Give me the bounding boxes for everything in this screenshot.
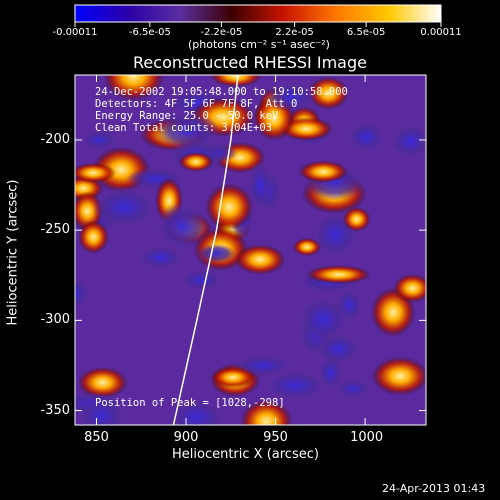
heatmap-image xyxy=(75,75,426,425)
heatmap-hot-region xyxy=(103,75,165,101)
heatmap-hot-region xyxy=(306,265,371,284)
heatmap-cold-region xyxy=(389,123,426,159)
heatmap-cold-region xyxy=(265,82,317,112)
colorbar-tick-label: 0.00011 xyxy=(420,27,462,38)
colorbar-tick-label: -2.2e-05 xyxy=(200,27,243,38)
solar-limb-line xyxy=(172,74,239,426)
x-axis-label: Heliocentric X (arcsec) xyxy=(172,447,319,462)
heatmap-cold-region xyxy=(155,201,209,251)
y-tick-label: -300 xyxy=(40,312,70,328)
peak-position-label: Position of Peak = [1028,-298] xyxy=(95,397,285,409)
annotation-energy: Energy Range: 25.0 - 50.0 keV xyxy=(95,110,279,122)
heatmap-cold-region xyxy=(155,111,220,150)
heatmap-cold-region xyxy=(335,379,372,399)
heatmap-cold-region xyxy=(296,296,350,343)
heatmap-cold-region xyxy=(77,396,126,425)
colorbar-units: (photons cm⁻² s⁻¹ asec⁻²) xyxy=(188,38,330,51)
colorbar-tick-label: -6.5e-05 xyxy=(128,27,171,38)
heatmap-hot-region xyxy=(178,151,214,172)
heatmap-cold-region xyxy=(346,121,386,154)
colorbar-tick-label: 6.5e-05 xyxy=(346,27,386,38)
colorbar xyxy=(74,4,442,23)
x-tick-label: 900 xyxy=(173,430,199,445)
colorbar-tick-label: -0.00011 xyxy=(52,27,98,38)
heatmap-hot-region xyxy=(75,162,117,183)
heatmap-hot-region xyxy=(205,183,254,231)
heatmap-cold-region xyxy=(80,130,118,150)
heatmap-cold-region xyxy=(75,277,90,309)
y-axis-label: Heliocentric Y (arcsec) xyxy=(5,179,21,326)
heatmap-hot-region xyxy=(234,244,286,275)
heatmap-hot-region xyxy=(308,76,349,110)
x-tick-label: 1000 xyxy=(350,430,384,445)
heatmap-hot-region xyxy=(210,75,262,87)
heatmap-cold-region xyxy=(247,160,273,210)
heatmap-hot-region xyxy=(342,206,371,232)
chart-title: Reconstructed RHESSI Image xyxy=(133,53,367,72)
heatmap-hot-region xyxy=(240,399,293,425)
annotation-clean: Clean Total counts: 3.04E+03 xyxy=(95,122,273,134)
heatmap-cold-region xyxy=(92,186,157,229)
heatmap-cold-region xyxy=(135,245,185,271)
y-tick-label: -200 xyxy=(40,131,70,147)
axis-ticks xyxy=(75,75,426,425)
y-tick-label: -350 xyxy=(40,402,70,418)
heatmap-hot-region xyxy=(78,220,109,254)
heatmap-cold-region xyxy=(166,398,227,425)
heatmap-hot-region xyxy=(292,237,322,256)
heatmap-hot-region xyxy=(371,356,426,396)
heatmap-hot-region xyxy=(298,160,349,183)
annotation-time: 24-Dec-2002 19:05:48.000 to 19:10:58.000 xyxy=(95,86,348,98)
heatmap-hot-region xyxy=(393,273,426,303)
annotation-detectors: Detectors: 4F 5F 6F 7F 8F, Att 0 xyxy=(95,98,298,110)
heatmap-cold-region xyxy=(179,269,223,291)
x-tick-label: 950 xyxy=(263,430,288,445)
footer-timestamp: 24-Apr-2013 01:43 xyxy=(382,482,486,495)
x-tick-label: 850 xyxy=(84,430,109,445)
colorbar-tick-label: 2.2e-05 xyxy=(275,27,314,38)
heatmap-cold-region xyxy=(262,370,329,401)
heatmap-hot-region xyxy=(77,367,128,399)
heatmap-hot-region xyxy=(211,366,255,388)
heatmap-cold-region xyxy=(196,244,236,263)
plot-frame xyxy=(74,74,427,426)
y-tick-label: -250 xyxy=(40,222,70,238)
colorbar-ticks xyxy=(74,22,442,27)
